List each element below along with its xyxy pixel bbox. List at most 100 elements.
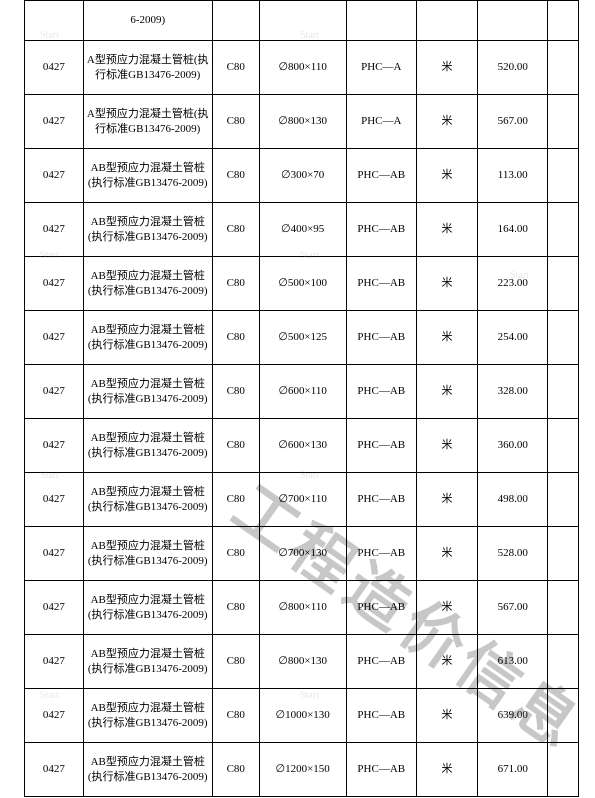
table-row: 0427AB型预应力混凝土管桩(执行标准GB13476-2009)C80∅800…	[25, 581, 579, 635]
cell-price: 639.00	[478, 689, 548, 743]
cell-price: 113.00	[478, 149, 548, 203]
cell-price: 567.00	[478, 95, 548, 149]
cell-desc: AB型预应力混凝土管桩(执行标准GB13476-2009)	[83, 581, 212, 635]
cell-grade: C80	[212, 41, 259, 95]
cell-desc: AB型预应力混凝土管桩(执行标准GB13476-2009)	[83, 257, 212, 311]
cell-empty	[548, 527, 579, 581]
cell-empty	[548, 203, 579, 257]
cell-unit	[416, 1, 477, 41]
cell-type: PHC—AB	[346, 311, 416, 365]
cell-price: 164.00	[478, 203, 548, 257]
cell-code: 0427	[25, 635, 84, 689]
cell-spec: ∅700×130	[259, 527, 346, 581]
table-row: 0427AB型预应力混凝土管桩(执行标准GB13476-2009)C80∅400…	[25, 203, 579, 257]
cell-price: 223.00	[478, 257, 548, 311]
cell-desc: AB型预应力混凝土管桩(执行标准GB13476-2009)	[83, 311, 212, 365]
cell-empty	[548, 581, 579, 635]
table-row: 0427AB型预应力混凝土管桩(执行标准GB13476-2009)C80∅600…	[25, 365, 579, 419]
cell-code: 0427	[25, 419, 84, 473]
cell-code: 0427	[25, 743, 84, 797]
cell-spec: ∅800×110	[259, 581, 346, 635]
cell-spec: ∅400×95	[259, 203, 346, 257]
cell-unit: 米	[416, 743, 477, 797]
cell-type: PHC—AB	[346, 689, 416, 743]
cell-unit: 米	[416, 257, 477, 311]
cell-spec: ∅1200×150	[259, 743, 346, 797]
table-row: 0427AB型预应力混凝土管桩(执行标准GB13476-2009)C80∅600…	[25, 419, 579, 473]
cell-grade: C80	[212, 257, 259, 311]
cell-empty	[548, 149, 579, 203]
table-row: 0427AB型预应力混凝土管桩(执行标准GB13476-2009)C80∅300…	[25, 149, 579, 203]
table-row: 0427A型预应力混凝土管桩(执行标准GB13476-2009)C80∅800×…	[25, 41, 579, 95]
price-table-body: 6-2009)0427A型预应力混凝土管桩(执行标准GB13476-2009)C…	[25, 1, 579, 797]
cell-grade: C80	[212, 365, 259, 419]
cell-spec: ∅1000×130	[259, 689, 346, 743]
cell-type: PHC—AB	[346, 203, 416, 257]
cell-type: PHC—AB	[346, 473, 416, 527]
cell-desc: AB型预应力混凝土管桩(执行标准GB13476-2009)	[83, 689, 212, 743]
cell-empty	[548, 365, 579, 419]
cell-spec	[259, 1, 346, 41]
cell-desc: 6-2009)	[83, 1, 212, 41]
cell-grade	[212, 1, 259, 41]
cell-spec: ∅500×125	[259, 311, 346, 365]
cell-price: 567.00	[478, 581, 548, 635]
cell-type: PHC—AB	[346, 365, 416, 419]
cell-empty	[548, 419, 579, 473]
cell-type: PHC—A	[346, 41, 416, 95]
cell-code: 0427	[25, 203, 84, 257]
cell-code: 0427	[25, 581, 84, 635]
cell-grade: C80	[212, 743, 259, 797]
cell-grade: C80	[212, 689, 259, 743]
cell-empty	[548, 743, 579, 797]
table-row: 0427AB型预应力混凝土管桩(执行标准GB13476-2009)C80∅500…	[25, 311, 579, 365]
cell-type: PHC—AB	[346, 419, 416, 473]
cell-price: 360.00	[478, 419, 548, 473]
cell-grade: C80	[212, 419, 259, 473]
cell-code: 0427	[25, 473, 84, 527]
cell-empty	[548, 311, 579, 365]
cell-code: 0427	[25, 527, 84, 581]
cell-grade: C80	[212, 581, 259, 635]
cell-desc: A型预应力混凝土管桩(执行标准GB13476-2009)	[83, 41, 212, 95]
table-row: 0427AB型预应力混凝土管桩(执行标准GB13476-2009)C80∅700…	[25, 527, 579, 581]
cell-type: PHC—A	[346, 95, 416, 149]
cell-empty	[548, 635, 579, 689]
cell-desc: AB型预应力混凝土管桩(执行标准GB13476-2009)	[83, 473, 212, 527]
page: { "watermark_main": "工程造价信息", "watermark…	[0, 0, 595, 798]
cell-unit: 米	[416, 365, 477, 419]
cell-price: 528.00	[478, 527, 548, 581]
cell-price: 498.00	[478, 473, 548, 527]
cell-price: 671.00	[478, 743, 548, 797]
cell-unit: 米	[416, 581, 477, 635]
table-row: 0427AB型预应力混凝土管桩(执行标准GB13476-2009)C80∅500…	[25, 257, 579, 311]
cell-empty	[548, 257, 579, 311]
cell-grade: C80	[212, 635, 259, 689]
cell-unit: 米	[416, 689, 477, 743]
cell-spec: ∅500×100	[259, 257, 346, 311]
cell-grade: C80	[212, 473, 259, 527]
cell-desc: AB型预应力混凝土管桩(执行标准GB13476-2009)	[83, 149, 212, 203]
cell-unit: 米	[416, 473, 477, 527]
cell-code: 0427	[25, 365, 84, 419]
cell-unit: 米	[416, 95, 477, 149]
cell-desc: AB型预应力混凝土管桩(执行标准GB13476-2009)	[83, 743, 212, 797]
cell-empty	[548, 1, 579, 41]
cell-unit: 米	[416, 527, 477, 581]
cell-desc: AB型预应力混凝土管桩(执行标准GB13476-2009)	[83, 419, 212, 473]
cell-grade: C80	[212, 95, 259, 149]
cell-price: 520.00	[478, 41, 548, 95]
cell-spec: ∅700×110	[259, 473, 346, 527]
cell-code: 0427	[25, 257, 84, 311]
cell-spec: ∅800×110	[259, 41, 346, 95]
cell-type: PHC—AB	[346, 581, 416, 635]
cell-grade: C80	[212, 311, 259, 365]
cell-type: PHC—AB	[346, 743, 416, 797]
cell-unit: 米	[416, 419, 477, 473]
cell-desc: AB型预应力混凝土管桩(执行标准GB13476-2009)	[83, 635, 212, 689]
cell-grade: C80	[212, 527, 259, 581]
cell-spec: ∅800×130	[259, 635, 346, 689]
cell-code	[25, 1, 84, 41]
cell-unit: 米	[416, 635, 477, 689]
cell-type: PHC—AB	[346, 527, 416, 581]
